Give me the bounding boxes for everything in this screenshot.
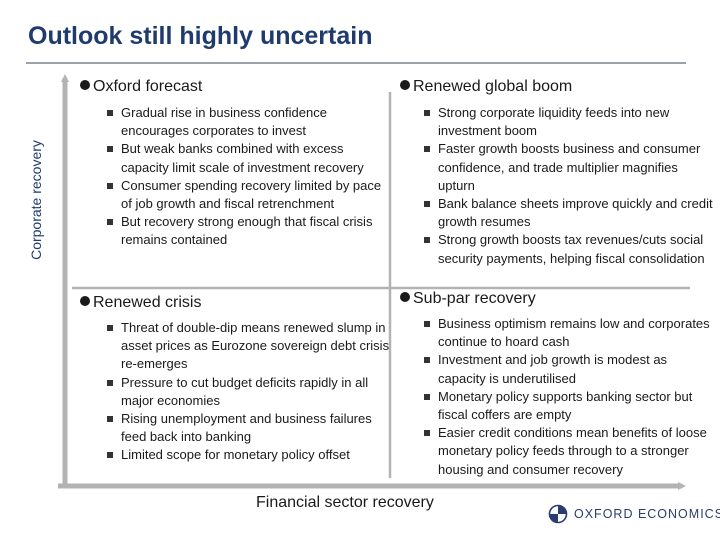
quadrant-heading-renewed-crisis: Renewed crisis — [80, 294, 201, 312]
list-item: Easier credit conditions mean benefits o… — [424, 424, 714, 479]
square-bullet-icon — [107, 146, 113, 153]
bullet-dot-icon — [80, 80, 90, 90]
list-item: Investment and job growth is modest as c… — [424, 351, 714, 387]
square-bullet-icon — [424, 146, 430, 153]
quadrant-list-sub-par-recovery: Business optimism remains low and corpor… — [424, 315, 714, 479]
bullet-dot-icon — [80, 296, 90, 306]
oxford-economics-logo: OXFORD ECONOMICS — [548, 504, 720, 524]
list-item: Limited scope for monetary policy offset — [107, 446, 391, 464]
quadrant-list-oxford-forecast: Gradual rise in business confidence enco… — [107, 104, 391, 250]
list-item: Business optimism remains low and corpor… — [424, 315, 714, 351]
page-title: Outlook still highly uncertain — [28, 22, 373, 50]
square-bullet-icon — [424, 201, 430, 208]
list-item: Consumer spending recovery limited by pa… — [107, 177, 391, 213]
list-item: Strong growth boosts tax revenues/cuts s… — [424, 231, 718, 267]
list-item: Pressure to cut budget deficits rapidly … — [107, 374, 391, 410]
list-item: But recovery strong enough that fiscal c… — [107, 213, 391, 249]
square-bullet-icon — [424, 321, 430, 327]
quadrant-heading-renewed-global-boom: Renewed global boom — [400, 78, 572, 96]
square-bullet-icon — [424, 430, 430, 437]
bullet-dot-icon — [400, 292, 410, 302]
square-bullet-icon — [107, 452, 113, 459]
square-bullet-icon — [107, 219, 113, 226]
square-bullet-icon — [107, 182, 113, 189]
square-bullet-icon — [107, 325, 113, 331]
quadrant-list-renewed-crisis: Threat of double-dip means renewed slump… — [107, 319, 391, 465]
square-bullet-icon — [424, 110, 430, 116]
square-bullet-icon — [107, 379, 113, 386]
y-axis-label: Corporate recovery — [28, 140, 44, 260]
list-item: Threat of double-dip means renewed slump… — [107, 319, 391, 374]
quadrant-list-renewed-global-boom: Strong corporate liquidity feeds into ne… — [424, 104, 718, 268]
logo-text: OXFORD ECONOMICS — [574, 507, 720, 521]
list-item: But weak banks combined with excess capa… — [107, 140, 391, 176]
list-item: Gradual rise in business confidence enco… — [107, 104, 391, 140]
square-bullet-icon — [424, 237, 430, 244]
square-bullet-icon — [424, 357, 430, 364]
quadrant-heading-sub-par-recovery: Sub-par recovery — [400, 290, 536, 308]
x-axis-label: Financial sector recovery — [256, 494, 434, 511]
quadrant-heading-oxford-forecast: Oxford forecast — [80, 78, 202, 96]
bullet-dot-icon — [400, 80, 410, 90]
list-item: Bank balance sheets improve quickly and … — [424, 195, 718, 231]
square-bullet-icon — [107, 110, 113, 116]
square-bullet-icon — [424, 393, 430, 400]
list-item: Strong corporate liquidity feeds into ne… — [424, 104, 718, 140]
square-bullet-icon — [107, 416, 113, 423]
title-divider — [26, 62, 686, 64]
list-item: Faster growth boosts business and consum… — [424, 140, 718, 195]
oxford-economics-logo-icon — [548, 504, 568, 524]
list-item: Rising unemployment and business failure… — [107, 410, 391, 446]
list-item: Monetary policy supports banking sector … — [424, 388, 714, 424]
